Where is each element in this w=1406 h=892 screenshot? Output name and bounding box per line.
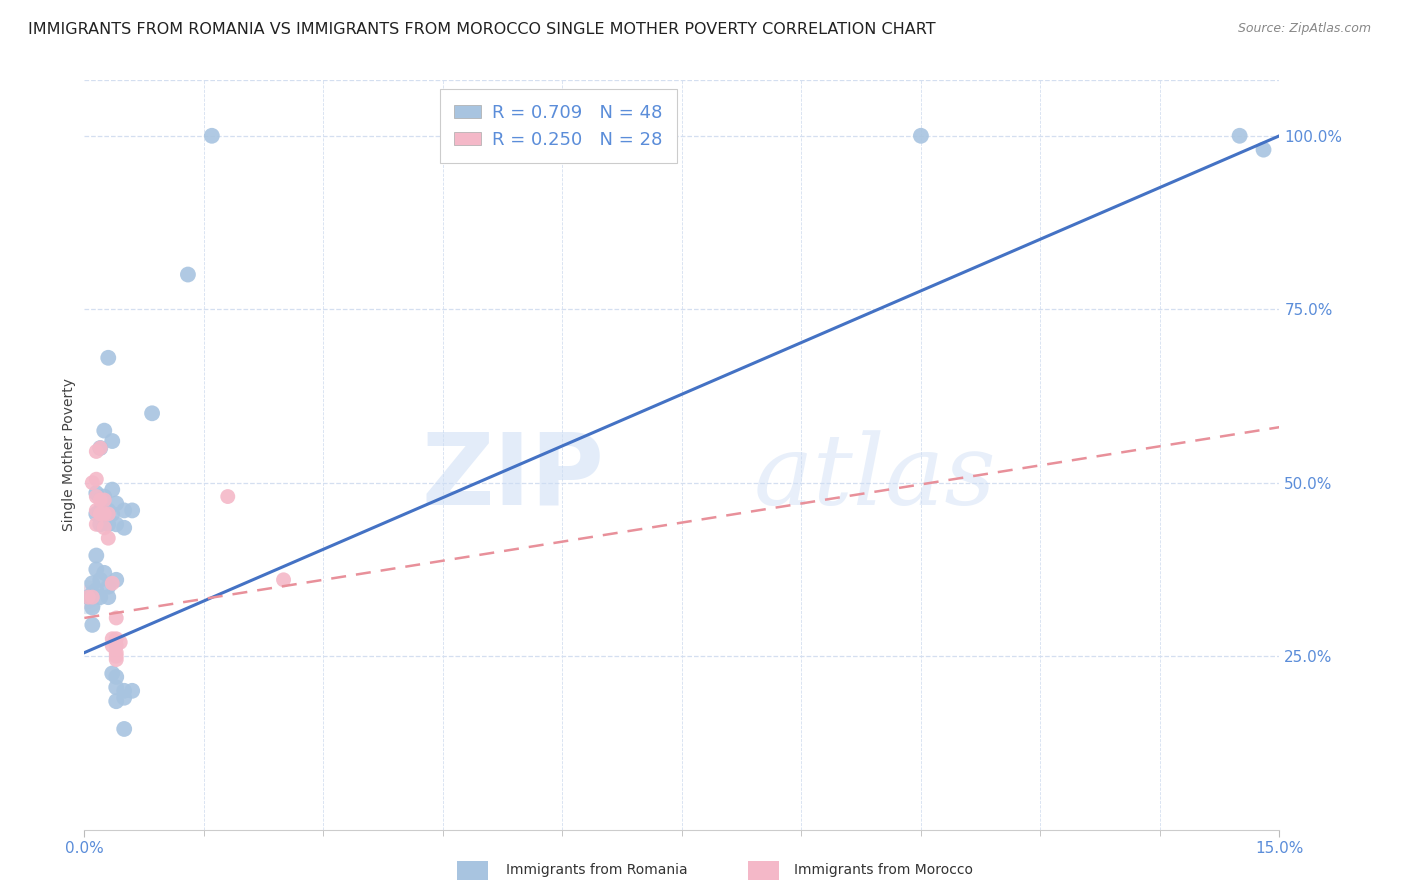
Point (93, 521, 115, 535)
Point (105, 646, 128, 660)
Point (105, 639, 128, 653)
Point (105, 670, 128, 684)
Point (101, 632, 124, 646)
Point (82, 618, 104, 632)
Point (273, 573, 295, 587)
Point (77, 590, 100, 604)
Point (93, 507, 115, 521)
Point (105, 517, 128, 532)
Point (201, 128, 224, 143)
Point (97, 503, 120, 517)
Point (97, 531, 120, 545)
Point (910, 128, 932, 143)
Point (105, 649, 128, 664)
Point (89, 441, 111, 455)
Point (112, 722, 135, 736)
Point (1253, 143, 1275, 157)
Point (97, 590, 120, 604)
Point (110, 635, 132, 649)
Text: Immigrants from Morocco: Immigrants from Morocco (794, 863, 973, 877)
Point (82, 576, 104, 591)
Point (1229, 128, 1251, 143)
Point (105, 611, 128, 625)
Point (86, 490, 108, 504)
Point (86, 562, 108, 576)
Point (101, 666, 124, 681)
Text: ZIP: ZIP (422, 429, 605, 526)
Point (86, 583, 108, 598)
Point (101, 434, 124, 448)
Point (93, 566, 115, 580)
Y-axis label: Single Mother Poverty: Single Mother Poverty (62, 378, 76, 532)
Point (89, 590, 111, 604)
Point (97, 517, 120, 532)
Point (86, 472, 108, 486)
Point (89, 493, 111, 508)
Point (217, 490, 239, 504)
Point (105, 632, 128, 646)
Point (112, 503, 135, 517)
Point (89, 507, 111, 521)
Point (86, 507, 108, 521)
Point (89, 517, 111, 532)
Point (93, 503, 115, 517)
Point (82, 600, 104, 615)
Point (112, 690, 135, 705)
Text: atlas: atlas (754, 430, 997, 525)
Text: Immigrants from Romania: Immigrants from Romania (506, 863, 688, 877)
Point (101, 507, 124, 521)
Point (93, 507, 115, 521)
Text: IMMIGRANTS FROM ROMANIA VS IMMIGRANTS FROM MOROCCO SINGLE MOTHER POVERTY CORRELA: IMMIGRANTS FROM ROMANIA VS IMMIGRANTS FR… (28, 22, 936, 37)
Point (97, 507, 120, 521)
Point (105, 496, 128, 510)
Point (89, 573, 111, 587)
Point (82, 587, 104, 601)
Point (101, 483, 124, 497)
Point (121, 503, 143, 517)
Point (93, 490, 115, 504)
Legend: R = 0.709   N = 48, R = 0.250   N = 28: R = 0.709 N = 48, R = 0.250 N = 28 (440, 89, 678, 163)
Point (76, 590, 98, 604)
Point (86, 517, 108, 532)
Point (86, 444, 108, 458)
Point (112, 521, 135, 535)
Point (141, 406, 163, 420)
Text: Source: ZipAtlas.com: Source: ZipAtlas.com (1237, 22, 1371, 36)
Point (76, 590, 98, 604)
Point (105, 681, 128, 695)
Point (82, 590, 104, 604)
Point (112, 683, 135, 698)
Point (97, 351, 120, 365)
Point (93, 493, 115, 508)
Point (177, 268, 200, 282)
Point (86, 486, 108, 500)
Point (105, 694, 128, 708)
Point (82, 475, 104, 490)
Point (77, 590, 100, 604)
Point (89, 503, 111, 517)
Point (101, 639, 124, 653)
Point (105, 652, 128, 666)
Point (86, 503, 108, 517)
Point (93, 424, 115, 438)
Point (89, 441, 111, 455)
Point (101, 576, 124, 591)
Point (105, 573, 128, 587)
Point (121, 683, 143, 698)
Point (86, 549, 108, 563)
Point (97, 580, 120, 594)
